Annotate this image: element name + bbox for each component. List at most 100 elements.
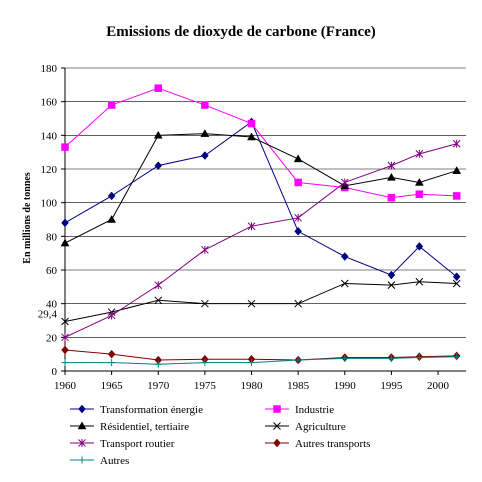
data-point-industrie: [107, 101, 116, 109]
data-point-residentiel-tertiaire: [414, 177, 424, 186]
data-point-transformation-energie: [415, 242, 424, 251]
data-point-industrie: [154, 84, 163, 92]
series-autres: [61, 353, 461, 368]
y-tick-label: 120: [41, 164, 58, 176]
data-point-residentiel-tertiaire: [107, 214, 117, 223]
data-point-agriculture: [387, 281, 396, 290]
legend-marker: [273, 438, 281, 448]
data-point-agriculture: [61, 317, 69, 326]
data-point-transformation-energie: [154, 161, 163, 171]
x-tick-label: 1965: [101, 380, 124, 392]
data-point-autres: [61, 359, 69, 367]
legend-label: Autres: [100, 455, 129, 467]
series-transformation-energie: [61, 117, 461, 282]
data-point-autres: [201, 359, 209, 367]
series-line-transformation-energie: [64, 121, 457, 278]
data-point-transport-routier: [415, 149, 424, 158]
series-residentiel-tertiaire: [60, 129, 462, 247]
data-point-agriculture: [294, 299, 302, 308]
data-point-transport-routier: [61, 333, 69, 342]
legend-label: Transport routier: [100, 438, 175, 450]
data-point-transformation-energie: [387, 270, 396, 280]
data-point-autres: [248, 359, 256, 367]
data-point-autres: [453, 353, 461, 361]
x-tick-label: 1970: [147, 380, 170, 392]
data-point-transformation-energie: [61, 218, 69, 228]
data-point-autres: [154, 360, 162, 368]
annotation-layer: 29,4: [38, 309, 58, 321]
data-point-transport-routier: [294, 213, 302, 222]
legend-item-autres-transports: Autres transports: [265, 438, 370, 450]
data-point-transport-routier: [154, 281, 163, 290]
series-line-agriculture: [64, 281, 457, 323]
data-point-residentiel-tertiaire: [386, 172, 396, 181]
legend-item-industrie: Industrie: [265, 404, 334, 416]
x-tick-label: 1980: [241, 380, 264, 392]
legend-item-autres: Autres: [70, 455, 129, 467]
legend: Transformation énergie Industrie Résidenti…: [70, 404, 370, 467]
data-point-agriculture: [247, 299, 256, 308]
data-point-autres-transports: [61, 345, 69, 355]
legend-label: Industrie: [295, 404, 334, 416]
legend-label: Autres transports: [295, 438, 370, 450]
data-point-agriculture: [154, 296, 163, 305]
data-point-autres: [415, 354, 423, 362]
y-tick-label: 180: [41, 63, 58, 75]
data-point-residentiel-tertiaire: [60, 238, 70, 247]
data-point-residentiel-tertiaire: [247, 132, 256, 141]
annotation-label: 29,4: [38, 309, 58, 321]
data-point-transformation-energie: [340, 252, 349, 261]
legend-marker: [77, 421, 87, 430]
data-point-transport-routier: [201, 245, 209, 254]
data-point-transformation-energie: [107, 191, 116, 201]
data-point-autres: [341, 354, 349, 362]
series-agriculture: [61, 277, 461, 326]
x-tick-label: 1975: [194, 380, 217, 392]
series-layer: [60, 84, 462, 368]
series-line-transport-routier: [64, 143, 457, 338]
legend-marker: [78, 439, 86, 447]
legend-marker: [78, 456, 86, 464]
series-transport-routier: [61, 139, 461, 342]
data-point-residentiel-tertiaire: [200, 129, 210, 137]
legend-item-transport-routier: Transport routier: [70, 438, 175, 450]
x-tick-label: 2000: [427, 380, 450, 392]
legend-marker: [273, 422, 281, 430]
data-point-industrie: [294, 178, 302, 187]
data-point-agriculture: [452, 279, 461, 288]
legend-label: Transformation énergie: [100, 404, 203, 416]
data-point-agriculture: [415, 277, 424, 286]
grid-layer: [65, 67, 466, 372]
y-tick-label: 160: [41, 97, 58, 109]
y-tick-label: 100: [41, 198, 58, 210]
y-tick-label: 20: [46, 332, 58, 344]
legend-marker: [273, 405, 281, 413]
y-axis-label: En millions de tonnes: [22, 172, 33, 264]
data-point-autres: [108, 359, 116, 367]
series-line-industrie: [64, 87, 457, 199]
data-point-industrie: [201, 101, 209, 109]
data-point-industrie: [452, 192, 461, 200]
data-point-transformation-energie: [201, 151, 209, 160]
y-tick-label: 140: [41, 130, 58, 142]
y-tick-label: 0: [52, 366, 58, 378]
data-point-industrie: [61, 143, 69, 151]
y-tick-label: 40: [46, 299, 58, 311]
data-point-residentiel-tertiaire: [153, 130, 163, 139]
y-tick-label: 80: [46, 231, 58, 243]
data-point-industrie: [247, 119, 256, 128]
series-line-autres: [65, 356, 457, 365]
y-tick-label: 60: [46, 265, 58, 277]
data-point-agriculture: [340, 279, 349, 288]
data-point-transformation-energie: [452, 272, 461, 282]
data-point-transport-routier: [452, 139, 461, 148]
data-point-transport-routier: [387, 161, 396, 170]
data-point-residentiel-tertiaire: [293, 154, 303, 163]
series-line-residentiel-tertiaire: [64, 133, 457, 244]
legend-label: Agriculture: [295, 421, 346, 433]
x-tick-label: 1960: [54, 380, 77, 392]
data-point-transport-routier: [247, 222, 256, 231]
legend-item-agriculture: Agriculture: [265, 421, 346, 433]
data-point-residentiel-tertiaire: [452, 166, 462, 174]
